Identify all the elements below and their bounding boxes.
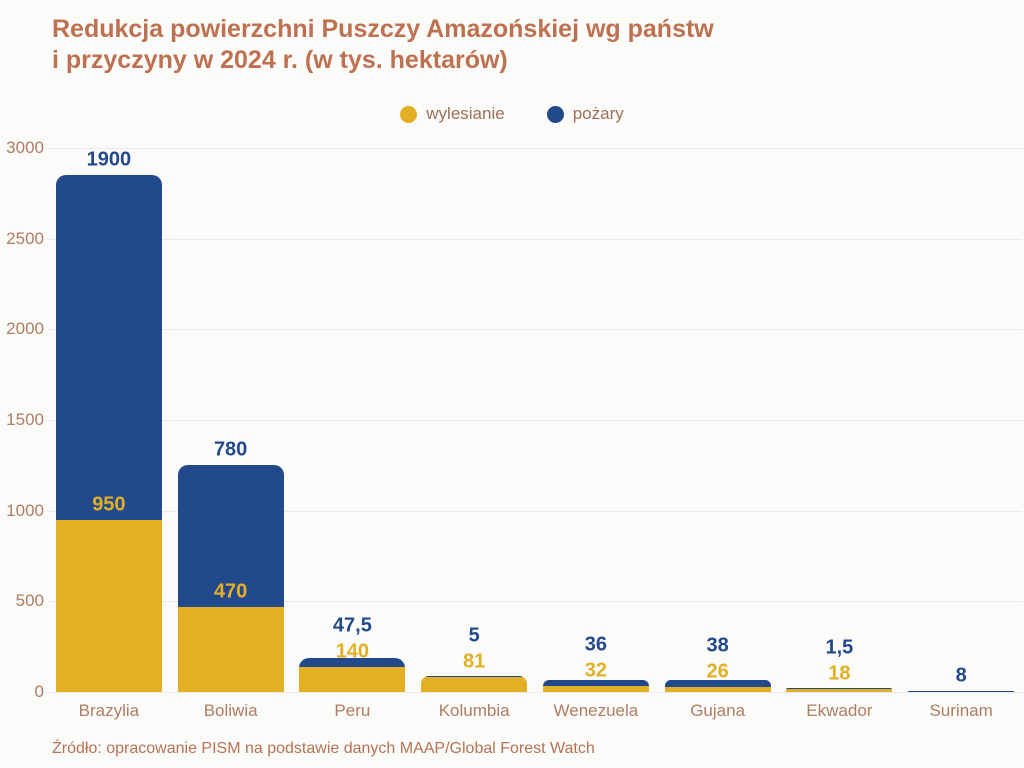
bar-peru (299, 658, 406, 692)
value-label-pozary-brazylia: 1900 (86, 148, 132, 171)
gridline-2000 (48, 329, 1022, 331)
value-label-wylesianie-peru: 140 (335, 640, 370, 663)
bar-segment-pozary (421, 676, 528, 678)
bar-segment-pozary (299, 658, 406, 667)
value-label-wylesianie-wenezuela: 32 (584, 659, 607, 682)
x-axis-label-kolumbia: Kolumbia (438, 701, 510, 720)
x-axis-label-brazylia: Brazylia (78, 701, 140, 720)
x-axis-label-surinam: Surinam (929, 701, 993, 720)
source-note: Źródło: opracowanie PISM na podstawie da… (52, 740, 595, 757)
bar-gujana (664, 680, 771, 692)
bar-boliwia (177, 465, 284, 692)
y-axis-tick-1000: 1000 (6, 500, 44, 520)
bar-segment-pozary (664, 680, 771, 688)
bar-segment-wylesianie (786, 688, 893, 692)
bar-segment-wylesianie (664, 687, 771, 692)
value-label-pozary-gujana: 38 (706, 634, 729, 657)
bar-segment-wylesianie (299, 666, 406, 692)
chart-title: Redukcja powierzchni Puszczy Amazońskiej… (52, 14, 714, 76)
bar-segment-wylesianie (177, 606, 284, 692)
bar-surinam (908, 690, 1015, 692)
value-label-wylesianie-boliwia: 470 (213, 580, 248, 603)
bar-segment-wylesianie (421, 677, 528, 692)
y-axis-tick-2000: 2000 (6, 319, 44, 339)
value-label-pozary-surinam: 8 (955, 664, 967, 687)
legend-dot-pozary-icon (546, 105, 564, 123)
gridline-0 (48, 692, 1022, 693)
bar-brazylia (55, 175, 162, 692)
chart-title-line1: Redukcja powierzchni Puszczy Amazońskiej… (52, 15, 714, 43)
legend-item-pozary: pożary (546, 104, 624, 124)
bar-kolumbia (421, 676, 528, 692)
bar-segment-pozary (55, 175, 162, 520)
value-label-pozary-boliwia: 780 (213, 438, 248, 461)
y-axis-tick-0: 0 (34, 682, 44, 701)
y-axis-tick-1500: 1500 (6, 410, 44, 429)
value-label-wylesianie-ekwador: 18 (828, 662, 851, 685)
value-label-pozary-wenezuela: 36 (584, 633, 607, 656)
value-label-pozary-peru: 47,5 (332, 614, 372, 637)
bar-segment-pozary (542, 679, 649, 687)
bar-segment-pozary (908, 690, 1015, 692)
x-axis-label-gujana: Gujana (690, 701, 746, 720)
value-label-pozary-kolumbia: 5 (468, 624, 480, 647)
bar-wenezuela (542, 679, 649, 692)
chart-title-line2: i przyczyny w 2024 r. (w tys. hektarów) (52, 46, 508, 74)
legend-label-wylesianie: wylesianie (426, 104, 505, 123)
y-axis-tick-2500: 2500 (6, 228, 44, 248)
x-axis-label-peru: Peru (334, 701, 371, 720)
y-axis-tick-3000: 3000 (6, 138, 44, 157)
gridline-500 (48, 601, 1022, 603)
value-label-wylesianie-gujana: 26 (706, 660, 729, 683)
bar-ekwador (786, 688, 893, 692)
value-label-pozary-ekwador: 1,5 (825, 636, 854, 659)
x-axis-label-wenezuela: Wenezuela (553, 701, 639, 720)
gridline-3000 (48, 148, 1022, 149)
value-label-wylesianie-kolumbia: 81 (463, 650, 486, 673)
value-label-wylesianie-brazylia: 950 (92, 493, 126, 516)
legend-item-wylesianie: wylesianie (400, 104, 505, 124)
gridline-2500 (48, 238, 1022, 240)
legend-dot-wylesianie-icon (400, 105, 418, 123)
gridline-1000 (48, 510, 1022, 512)
bar-segment-wylesianie (542, 686, 649, 692)
bar-segment-wylesianie (55, 519, 162, 692)
x-axis-label-boliwia: Boliwia (203, 701, 258, 720)
legend-label-pozary: pożary (572, 104, 624, 123)
gridline-1500 (48, 420, 1022, 421)
bar-segment-pozary (177, 465, 284, 607)
legend: wylesianie pożary (0, 104, 1024, 124)
x-axis-label-ekwador: Ekwador (806, 701, 873, 720)
y-axis-tick-500: 500 (15, 591, 44, 611)
